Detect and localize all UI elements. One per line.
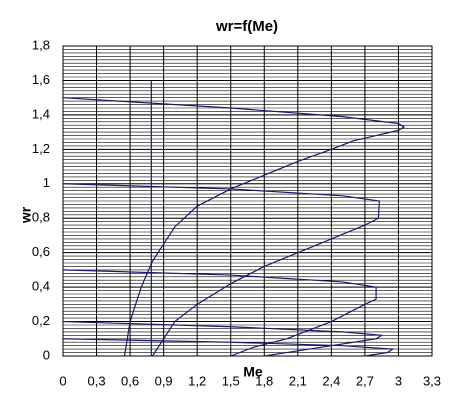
- y-tick-label: 0,6: [32, 244, 50, 259]
- x-tick-label: 0,3: [88, 373, 106, 388]
- y-tick-label: 1,6: [32, 72, 50, 87]
- x-tick-label: 1,2: [188, 373, 206, 388]
- x-tick-label: 2,7: [356, 373, 374, 388]
- y-tick-label: 0,4: [32, 279, 50, 294]
- y-tick-label: 1: [43, 175, 50, 190]
- x-tick-label: 3: [395, 373, 402, 388]
- series-line: [62, 97, 406, 357]
- y-tick-label: 1,2: [32, 141, 50, 156]
- x-tick-label: 2,4: [322, 373, 340, 388]
- series-line: [62, 183, 381, 357]
- x-tick-label: 1,5: [222, 373, 240, 388]
- series-line: [62, 320, 384, 357]
- x-tick-label: 0,9: [155, 373, 173, 388]
- y-tick-label: 1,4: [32, 106, 50, 121]
- x-tick-label: 0: [59, 373, 66, 388]
- x-tick-label: 3,3: [423, 373, 441, 388]
- x-axis-label: Me: [243, 364, 263, 380]
- y-tick-label: 0: [43, 347, 50, 362]
- chart-title: wr=f(Me): [215, 18, 278, 35]
- series-line: [62, 338, 395, 357]
- y-tick-label: 1,8: [32, 37, 50, 52]
- x-tick-label: 0,6: [121, 373, 139, 388]
- y-tick-label: 0,2: [32, 313, 50, 328]
- y-tick-label: 0,8: [32, 210, 50, 225]
- y-axis-label: wr: [18, 206, 34, 224]
- x-tick-label: 2,1: [289, 373, 307, 388]
- x-tick-label: 1,8: [255, 373, 273, 388]
